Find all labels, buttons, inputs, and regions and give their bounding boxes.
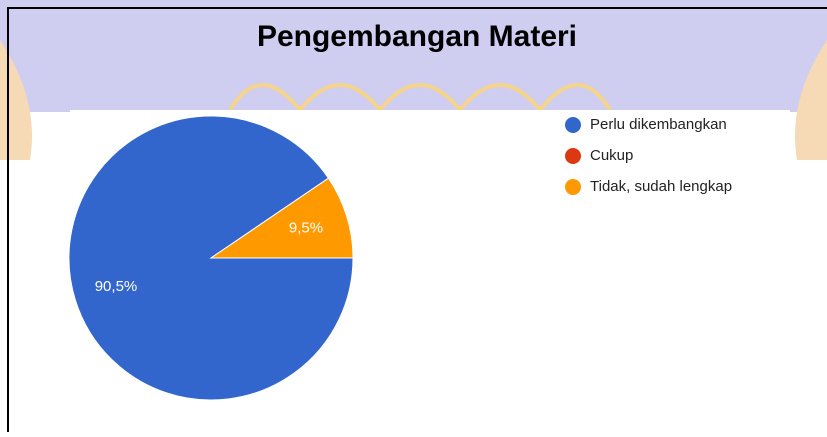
slice-label: 90,5% bbox=[95, 278, 138, 295]
header-band bbox=[0, 0, 827, 112]
pie: 90,5% 9,5% bbox=[69, 116, 353, 400]
chart-title: Pengembangan Materi bbox=[257, 20, 577, 53]
legend-label: Perlu dikembangkan bbox=[590, 116, 727, 133]
page: Pengembangan Materi 90,5% 9,5% Perlu dike… bbox=[0, 0, 827, 432]
chart: Pengembangan Materi 90,5% 9,5% Perlu dike… bbox=[0, 0, 827, 432]
legend-marker bbox=[565, 148, 581, 164]
legend-label: Cukup bbox=[590, 147, 633, 164]
legend-marker bbox=[565, 179, 581, 195]
legend-marker bbox=[565, 117, 581, 133]
legend-label: Tidak, sudah lengkap bbox=[590, 178, 732, 195]
slice-label: 9,5% bbox=[289, 220, 323, 237]
